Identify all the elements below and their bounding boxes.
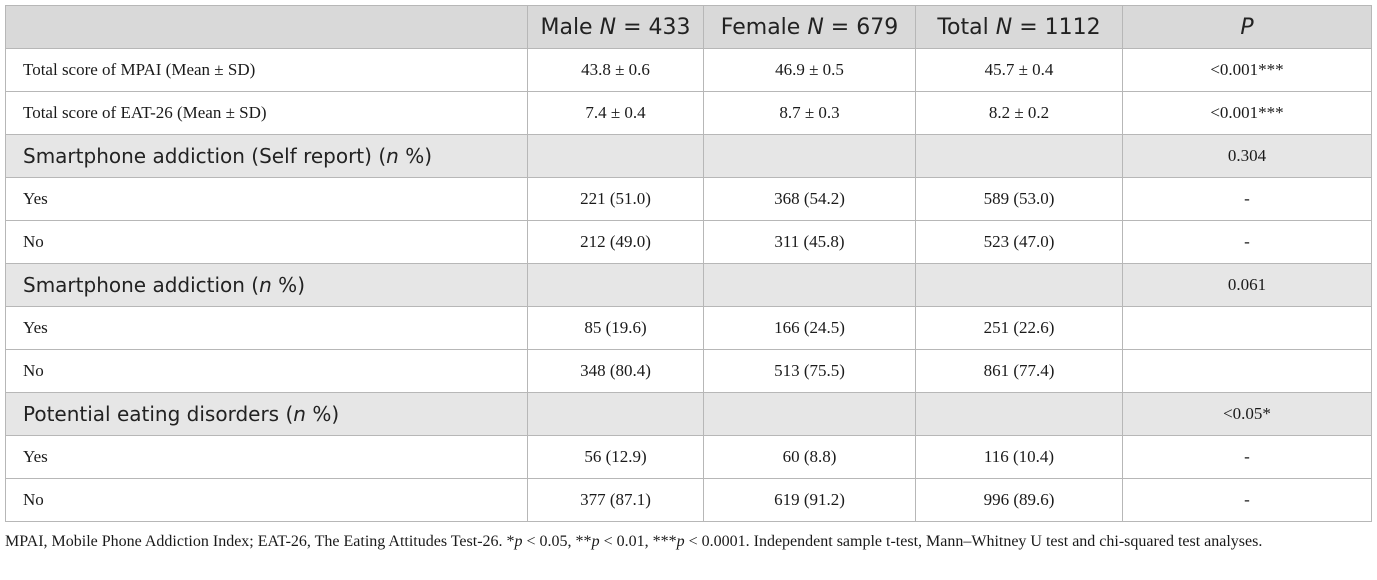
- p-cell: <0.001***: [1122, 48, 1372, 92]
- female-cell: 60 (8.8): [703, 435, 916, 479]
- total-cell: 589 (53.0): [915, 177, 1123, 221]
- male-cell: 56 (12.9): [527, 435, 704, 479]
- p-cell: -: [1122, 435, 1372, 479]
- male-cell: 212 (49.0): [527, 220, 704, 264]
- row-label: No: [5, 478, 528, 522]
- section-row: Smartphone addiction (n %) 0.061: [5, 263, 1372, 307]
- male-cell: 43.8 ± 0.6: [527, 48, 704, 92]
- total-cell: 861 (77.4): [915, 349, 1123, 393]
- total-cell: [915, 263, 1123, 307]
- female-cell: [703, 263, 916, 307]
- results-table: Male N = 433 Female N = 679 Total N = 11…: [5, 5, 1372, 522]
- male-cell: 348 (80.4): [527, 349, 704, 393]
- total-cell: 251 (22.6): [915, 306, 1123, 350]
- male-cell: [527, 392, 704, 436]
- p-cell: [1122, 306, 1372, 350]
- total-cell: 116 (10.4): [915, 435, 1123, 479]
- p-cell: 0.061: [1122, 263, 1372, 307]
- header-male: Male N = 433: [527, 5, 704, 49]
- male-cell: 377 (87.1): [527, 478, 704, 522]
- female-cell: 166 (24.5): [703, 306, 916, 350]
- p-cell: -: [1122, 177, 1372, 221]
- total-cell: 8.2 ± 0.2: [915, 91, 1123, 135]
- row-label: Total score of EAT-26 (Mean ± SD): [5, 91, 528, 135]
- female-cell: 8.7 ± 0.3: [703, 91, 916, 135]
- total-cell: 996 (89.6): [915, 478, 1123, 522]
- row-label: No: [5, 220, 528, 264]
- table-row: Yes 85 (19.6) 166 (24.5) 251 (22.6): [5, 306, 1372, 350]
- header-stub: [5, 5, 528, 49]
- table-row: Total score of MPAI (Mean ± SD) 43.8 ± 0.…: [5, 48, 1372, 92]
- results-table-container: Male N = 433 Female N = 679 Total N = 11…: [5, 5, 1372, 522]
- total-cell: 45.7 ± 0.4: [915, 48, 1123, 92]
- table-row: Yes 221 (51.0) 368 (54.2) 589 (53.0) -: [5, 177, 1372, 221]
- header-row: Male N = 433 Female N = 679 Total N = 11…: [5, 5, 1372, 49]
- row-label: Yes: [5, 177, 528, 221]
- header-total: Total N = 1112: [915, 5, 1123, 49]
- total-cell: 523 (47.0): [915, 220, 1123, 264]
- table-row: No 212 (49.0) 311 (45.8) 523 (47.0) -: [5, 220, 1372, 264]
- table-row: Yes 56 (12.9) 60 (8.8) 116 (10.4) -: [5, 435, 1372, 479]
- row-label: No: [5, 349, 528, 393]
- table-body: Total score of MPAI (Mean ± SD) 43.8 ± 0.…: [5, 48, 1372, 522]
- female-cell: 46.9 ± 0.5: [703, 48, 916, 92]
- header-p: P: [1122, 5, 1372, 49]
- p-cell: -: [1122, 478, 1372, 522]
- total-cell: [915, 134, 1123, 178]
- section-label: Smartphone addiction (n %): [5, 263, 528, 307]
- table-footnote: MPAI, Mobile Phone Addiction Index; EAT-…: [5, 533, 1263, 550]
- male-cell: [527, 134, 704, 178]
- table-row: Total score of EAT-26 (Mean ± SD) 7.4 ± 0…: [5, 91, 1372, 135]
- section-row: Smartphone addiction (Self report) (n %)…: [5, 134, 1372, 178]
- p-cell: <0.05*: [1122, 392, 1372, 436]
- p-cell: -: [1122, 220, 1372, 264]
- header-female: Female N = 679: [703, 5, 916, 49]
- male-cell: [527, 263, 704, 307]
- p-cell: [1122, 349, 1372, 393]
- female-cell: [703, 392, 916, 436]
- total-cell: [915, 392, 1123, 436]
- female-cell: 368 (54.2): [703, 177, 916, 221]
- p-cell: <0.001***: [1122, 91, 1372, 135]
- table-row: No 348 (80.4) 513 (75.5) 861 (77.4): [5, 349, 1372, 393]
- row-label: Yes: [5, 435, 528, 479]
- female-cell: 619 (91.2): [703, 478, 916, 522]
- p-cell: 0.304: [1122, 134, 1372, 178]
- section-label: Smartphone addiction (Self report) (n %): [5, 134, 528, 178]
- row-label: Total score of MPAI (Mean ± SD): [5, 48, 528, 92]
- male-cell: 221 (51.0): [527, 177, 704, 221]
- section-row: Potential eating disorders (n %) <0.05*: [5, 392, 1372, 436]
- female-cell: 513 (75.5): [703, 349, 916, 393]
- female-cell: [703, 134, 916, 178]
- table-row: No 377 (87.1) 619 (91.2) 996 (89.6) -: [5, 478, 1372, 522]
- row-label: Yes: [5, 306, 528, 350]
- male-cell: 85 (19.6): [527, 306, 704, 350]
- male-cell: 7.4 ± 0.4: [527, 91, 704, 135]
- section-label: Potential eating disorders (n %): [5, 392, 528, 436]
- female-cell: 311 (45.8): [703, 220, 916, 264]
